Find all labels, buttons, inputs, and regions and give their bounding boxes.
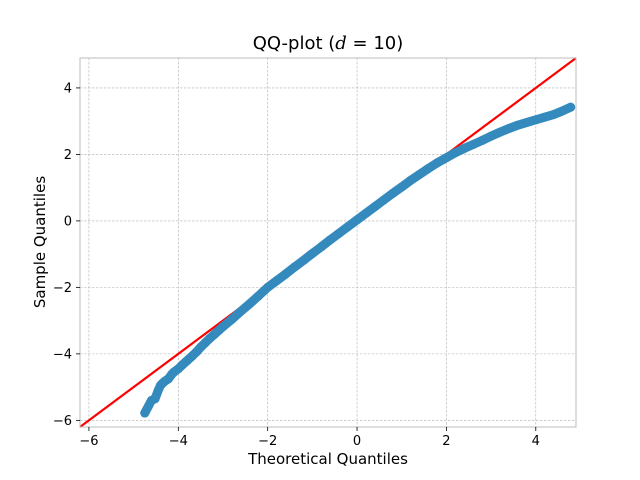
data-point — [468, 139, 478, 149]
y-tick-label: 2 — [64, 148, 72, 163]
x-tick-label: 2 — [442, 434, 450, 449]
plot-frame — [79, 57, 577, 428]
data-point — [236, 306, 246, 316]
x-tick-label: 4 — [532, 434, 540, 449]
data-point — [522, 117, 532, 127]
data-point — [352, 215, 362, 225]
x-tick-label: −2 — [258, 434, 277, 449]
data-point — [218, 322, 228, 332]
data-point — [343, 222, 353, 232]
data-point — [555, 107, 565, 117]
data-point — [495, 127, 505, 137]
title-value: 10 — [373, 33, 396, 54]
x-tick-label: −6 — [79, 434, 98, 449]
data-point — [272, 276, 282, 286]
data-point — [227, 314, 237, 324]
data-point — [263, 282, 273, 292]
data-point — [307, 248, 317, 258]
data-points — [140, 102, 576, 418]
y-tick-label: 0 — [64, 214, 72, 229]
title-suffix: ) — [396, 33, 403, 54]
data-point — [281, 269, 291, 279]
data-point — [450, 148, 460, 158]
x-axis-ticks: −6 −4 −2 0 2 4 — [79, 427, 540, 449]
data-point — [316, 242, 326, 252]
data-point — [298, 255, 308, 265]
data-point — [459, 143, 469, 153]
title-math-symbol: d — [335, 33, 347, 54]
data-point — [540, 112, 550, 122]
data-point — [406, 175, 416, 185]
data-point — [379, 195, 389, 205]
data-point — [245, 299, 255, 309]
y-axis-label: Sample Quantiles — [31, 176, 49, 308]
title-equals: = — [347, 33, 374, 54]
y-axis-ticks: −6 −4 −2 0 2 4 — [53, 81, 80, 429]
data-point — [388, 188, 398, 198]
y-tick-label: 4 — [64, 81, 72, 96]
data-point — [370, 202, 380, 212]
data-point — [441, 153, 451, 163]
y-tick-label: −6 — [53, 414, 72, 429]
data-point — [289, 262, 299, 272]
data-point — [566, 102, 576, 112]
data-point — [513, 120, 523, 130]
data-point — [486, 131, 496, 141]
chart-title: QQ-plot (d = 10) — [253, 33, 404, 54]
x-tick-label: −4 — [169, 434, 188, 449]
data-point — [397, 182, 407, 192]
data-point — [325, 235, 335, 245]
grid-lines — [80, 58, 576, 427]
x-axis-label: Theoretical Quantiles — [247, 450, 408, 468]
data-point — [334, 228, 344, 238]
y-tick-label: −2 — [53, 281, 72, 296]
data-point — [140, 408, 150, 418]
data-point — [361, 208, 371, 218]
y-tick-label: −4 — [53, 347, 72, 362]
x-tick-label: 0 — [353, 434, 361, 449]
title-prefix: QQ-plot ( — [253, 33, 336, 54]
data-point — [432, 158, 442, 168]
data-point — [254, 291, 264, 301]
data-point — [531, 115, 541, 125]
data-point — [477, 135, 487, 145]
data-point — [504, 123, 514, 133]
data-point — [150, 394, 160, 404]
data-point — [415, 169, 425, 179]
data-point — [424, 163, 434, 173]
